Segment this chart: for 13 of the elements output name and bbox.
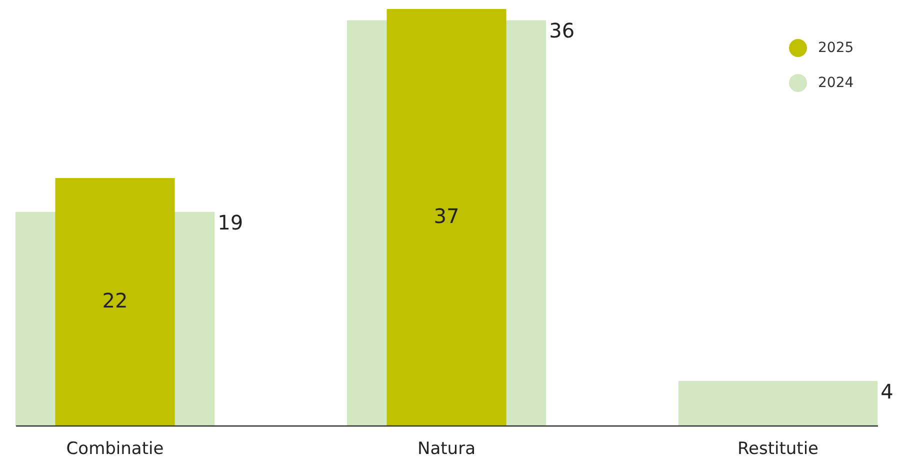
data-label: 4 bbox=[880, 379, 894, 404]
data-label: 19 bbox=[218, 210, 244, 234]
bar bbox=[678, 380, 878, 426]
legend-label: 2024 bbox=[818, 74, 854, 91]
data-label: 37 bbox=[434, 204, 460, 228]
x-tick-label: Restitutie bbox=[737, 439, 819, 459]
bar bbox=[55, 178, 175, 426]
bar bbox=[386, 9, 506, 426]
legend-label: 2025 bbox=[818, 40, 854, 56]
x-tick-label: Natura bbox=[418, 439, 476, 459]
data-label: 36 bbox=[549, 18, 575, 43]
data-label: 22 bbox=[102, 288, 128, 312]
x-tick-label: Combinatie bbox=[66, 439, 164, 459]
